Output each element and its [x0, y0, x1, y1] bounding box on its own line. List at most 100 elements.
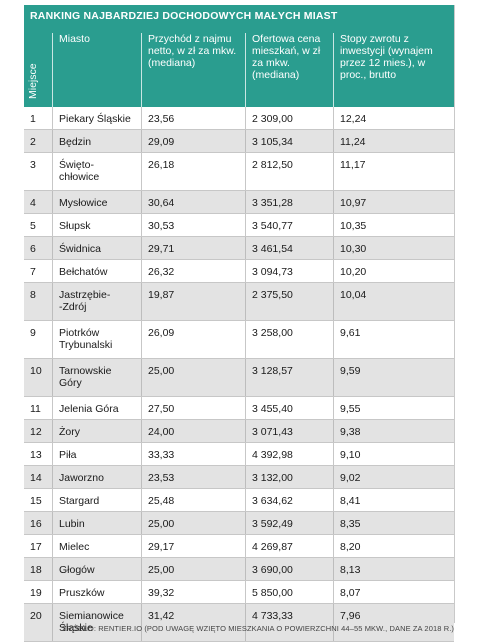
cell-roi: 10,97 — [333, 191, 454, 213]
cell-price: 3 540,77 — [245, 214, 333, 236]
cell-roi: 10,04 — [333, 283, 454, 320]
cell-income: 39,32 — [141, 581, 245, 603]
cell-income: 30,64 — [141, 191, 245, 213]
table-row: 6 Świdnica 29,71 3 461,54 10,30 — [24, 237, 454, 260]
cell-city: Pruszków — [52, 581, 141, 603]
cell-price: 3 128,57 — [245, 359, 333, 396]
cell-city: Jelenia Góra — [52, 397, 141, 419]
cell-roi: 9,59 — [333, 359, 454, 396]
cell-rank: 17 — [30, 541, 42, 553]
cell-roi: 10,30 — [333, 237, 454, 259]
cell-roi: 7,96 — [333, 604, 454, 641]
cell-income: 33,33 — [141, 443, 245, 465]
cell-income: 27,50 — [141, 397, 245, 419]
cell-price: 5 850,00 — [245, 581, 333, 603]
cell-price: 3 351,28 — [245, 191, 333, 213]
cell-price: 3 105,34 — [245, 130, 333, 152]
cell-roi: 8,07 — [333, 581, 454, 603]
cell-price: 4 392,98 — [245, 443, 333, 465]
cell-price: 3 094,73 — [245, 260, 333, 282]
table-row: 12 Żory 24,00 3 071,43 9,38 — [24, 420, 454, 443]
cell-rank: 4 — [30, 197, 36, 209]
cell-roi: 9,55 — [333, 397, 454, 419]
cell-roi: 12,24 — [333, 107, 454, 129]
cell-rank: 10 — [30, 365, 42, 377]
cell-income: 30,53 — [141, 214, 245, 236]
cell-roi: 8,35 — [333, 512, 454, 534]
cell-price: 2 812,50 — [245, 153, 333, 190]
source-note: ŹRÓDŁO: RENTIER.IO (POD UWAGĘ WZIĘTO MIE… — [62, 624, 454, 633]
table-row: 4 Mysłowice 30,64 3 351,28 10,97 — [24, 191, 454, 214]
cell-income: 31,42 — [141, 604, 245, 641]
cell-roi: 11,24 — [333, 130, 454, 152]
cell-price: 2 309,00 — [245, 107, 333, 129]
cell-rank: 5 — [30, 220, 36, 232]
cell-rank: 2 — [30, 136, 36, 148]
cell-rank: 13 — [30, 449, 42, 461]
table-header: Miejsce Miasto Przychód z najmu netto, w… — [24, 27, 454, 107]
table-row: 3 Święto- chłowice 26,18 2 812,50 11,17 — [24, 153, 454, 191]
cell-price: 3 592,49 — [245, 512, 333, 534]
cell-roi: 10,35 — [333, 214, 454, 236]
cell-rank: 19 — [30, 587, 42, 599]
cell-income: 26,32 — [141, 260, 245, 282]
cell-city: Piekary Śląskie — [52, 107, 141, 129]
cell-income: 25,00 — [141, 512, 245, 534]
table-body: 1 Piekary Śląskie 23,56 2 309,00 12,24 2 Będzi… — [24, 107, 454, 642]
cell-rank: 14 — [30, 472, 42, 484]
cell-city: Stargard — [52, 489, 141, 511]
cell-city: Jaworzno — [52, 466, 141, 488]
table-row: 13 Piła 33,33 4 392,98 9,10 — [24, 443, 454, 466]
cell-roi: 11,17 — [333, 153, 454, 190]
cell-income: 24,00 — [141, 420, 245, 442]
cell-price: 3 071,43 — [245, 420, 333, 442]
cell-city: Święto- chłowice — [52, 153, 141, 190]
cell-city: Tarnowskie Góry — [52, 359, 141, 396]
cell-roi: 8,41 — [333, 489, 454, 511]
table-row: 5 Słupsk 30,53 3 540,77 10,35 — [24, 214, 454, 237]
cell-income: 29,71 — [141, 237, 245, 259]
cell-roi: 9,38 — [333, 420, 454, 442]
header-rank-label: Miejsce — [27, 63, 39, 99]
cell-city: Świdnica — [52, 237, 141, 259]
cell-rank: 1 — [30, 113, 36, 125]
table-row: 16 Lubin 25,00 3 592,49 8,35 — [24, 512, 454, 535]
cell-price: 3 132,00 — [245, 466, 333, 488]
cell-roi: 8,20 — [333, 535, 454, 557]
cell-income: 29,09 — [141, 130, 245, 152]
cell-city: Będzin — [52, 130, 141, 152]
cell-price: 2 375,50 — [245, 283, 333, 320]
table-row: 2 Będzin 29,09 3 105,34 11,24 — [24, 130, 454, 153]
cell-price: 3 258,00 — [245, 321, 333, 358]
cell-city: Mielec — [52, 535, 141, 557]
cell-city: Piła — [52, 443, 141, 465]
table-row: 17 Mielec 29,17 4 269,87 8,20 — [24, 535, 454, 558]
cell-rank: 3 — [30, 159, 36, 171]
ranking-table: RANKING NAJBARDZIEJ DOCHODOWYCH MAŁYCH M… — [24, 5, 455, 642]
cell-city: Mysłowice — [52, 191, 141, 213]
cell-city: Lubin — [52, 512, 141, 534]
cell-rank: 11 — [30, 403, 41, 415]
cell-city: Siemianowice Śląskie — [52, 604, 141, 641]
cell-city: Głogów — [52, 558, 141, 580]
cell-income: 23,56 — [141, 107, 245, 129]
cell-roi: 10,20 — [333, 260, 454, 282]
header-income: Przychód z najmu netto, w zł za mkw. (me… — [141, 33, 245, 107]
table-row: 15 Stargard 25,48 3 634,62 8,41 — [24, 489, 454, 512]
cell-rank: 6 — [30, 243, 36, 255]
cell-income: 26,18 — [141, 153, 245, 190]
table-row: 10 Tarnowskie Góry 25,00 3 128,57 9,59 — [24, 359, 454, 397]
cell-city: Bełchatów — [52, 260, 141, 282]
cell-roi: 9,02 — [333, 466, 454, 488]
table-row: 20 Siemianowice Śląskie 31,42 4 733,33 7,96 — [24, 604, 454, 642]
cell-rank: 18 — [30, 564, 42, 576]
cell-income: 25,00 — [141, 558, 245, 580]
cell-city: Żory — [52, 420, 141, 442]
table-row: 18 Głogów 25,00 3 690,00 8,13 — [24, 558, 454, 581]
cell-price: 3 690,00 — [245, 558, 333, 580]
cell-income: 29,17 — [141, 535, 245, 557]
cell-rank: 7 — [30, 266, 36, 278]
table-row: 14 Jaworzno 23,53 3 132,00 9,02 — [24, 466, 454, 489]
table-row: 9 Piotrków Trybunalski 26,09 3 258,00 9,61 — [24, 321, 454, 359]
table-row: 7 Bełchatów 26,32 3 094,73 10,20 — [24, 260, 454, 283]
